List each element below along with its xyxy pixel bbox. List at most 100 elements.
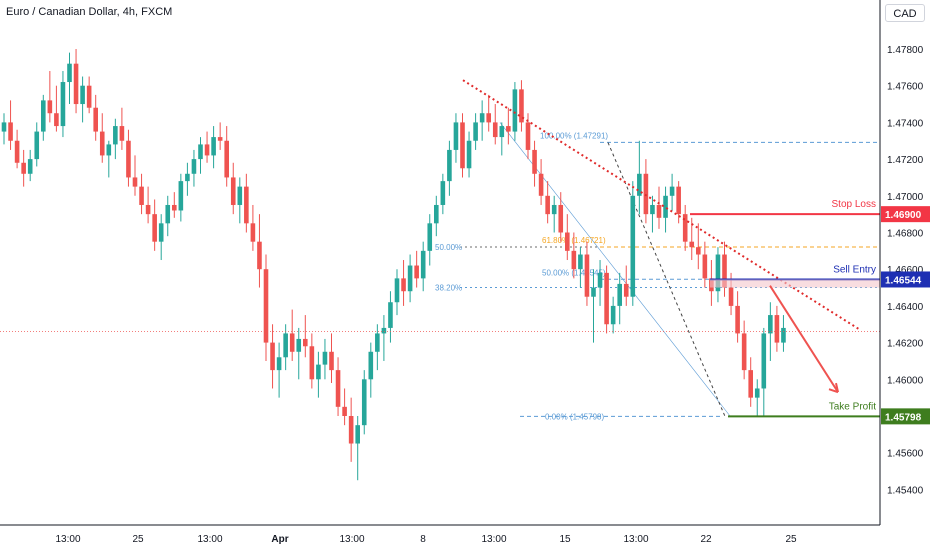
candle-body [73,63,79,105]
candle-body [735,305,740,334]
x-tick-label: 25 [785,534,797,545]
candle-body [80,85,85,105]
x-tick-label: 8 [420,534,426,545]
candles-layer [1,49,786,481]
y-tick-label: 1.47400 [887,118,924,129]
candle-body [453,122,459,150]
level-name: Sell Entry [833,264,876,275]
candle-body [610,305,616,325]
candle-body [420,250,426,279]
candle-body [276,357,282,371]
candle-body [361,379,367,426]
y-tick-label: 1.46800 [887,229,924,240]
candle-body [741,333,747,371]
x-tick-label: 22 [700,534,712,545]
candle-body [781,327,786,343]
candle-body [348,416,354,444]
candle-body [99,131,105,156]
candle-body [368,351,374,380]
candle-body [774,315,780,343]
candle-body [630,195,636,297]
y-tick-label: 1.45600 [887,449,924,460]
y-tick-label: 1.45400 [887,485,924,496]
y-tick-label: 1.47600 [887,82,924,93]
price-tag [881,408,930,425]
price-tag-label: 1.45798 [885,412,922,423]
candle-body [407,265,413,292]
y-tick-label: 1.47800 [887,45,924,56]
x-tick-label: 13:00 [481,534,506,545]
candle-body [427,223,433,251]
fib-label: 50.00% [435,243,462,252]
candle-body [158,223,164,242]
candle-body [578,254,583,270]
candle-body [499,126,505,138]
candle-body [270,342,275,371]
candle-body [342,406,347,416]
candle-body [722,254,727,288]
candle-body [728,287,734,306]
candle-body [21,162,26,174]
candle-body [250,223,256,242]
candle-body [119,126,125,141]
candle-body [8,122,13,141]
candle-body [204,144,210,156]
downtrend-line [462,79,861,331]
candle-body [565,232,570,251]
candle-body [702,254,708,279]
candle-body [178,181,184,211]
candle-body [185,173,190,182]
fib-diagonal [499,122,731,417]
fib-diagonal-dashed [607,142,726,417]
projection-arrow [769,285,839,393]
candle-body [172,204,177,211]
candle-body [1,122,7,132]
x-tick-label: 13:00 [623,534,648,545]
candle-body [283,333,288,358]
annotation-layer: Stop Loss Sell Entry Take Profit [0,79,880,418]
candle-body [335,370,341,407]
x-tick-label: Apr [271,534,288,545]
price-tag-label: 1.46900 [885,210,922,221]
candle-body [492,122,498,138]
candle-body [506,126,511,132]
candle-body [355,425,360,444]
candle-body [545,195,550,215]
candle-body [637,173,642,196]
candle-body [486,113,491,123]
candle-body [191,159,197,174]
fib-label: 38.20% [435,284,462,293]
currency-button[interactable]: CAD [885,4,925,22]
candle-body [414,265,419,279]
price-tag [881,271,930,288]
candle-body [571,250,577,270]
candle-body [329,351,334,371]
candle-body [479,113,485,123]
candle-body [656,204,662,218]
candle-body [230,177,236,205]
candle-body [289,333,295,352]
candle-body [447,149,452,182]
y-tick-label: 1.47200 [887,155,924,166]
candle-body [558,204,564,233]
candle-body [525,122,531,150]
candle-body [381,327,387,334]
candle-body [224,140,229,178]
candle-body [663,195,668,218]
fib-label: 100.00% (1.47291) [540,131,608,140]
candle-body [152,214,157,242]
candle-body [54,113,59,127]
y-tick-label: 1.46600 [887,265,924,276]
fib-label: 0.00% (1.45798) [545,412,604,421]
candle-body [584,254,590,297]
candle-body [93,107,98,132]
candle-body [748,370,753,398]
candle-body [682,214,688,242]
candle-body [211,137,216,156]
x-tick-label: 15 [559,534,571,545]
level-name: Stop Loss [832,199,876,210]
candle-body [434,204,439,224]
candle-body [643,173,649,215]
y-tick-label: 1.46000 [887,375,924,386]
